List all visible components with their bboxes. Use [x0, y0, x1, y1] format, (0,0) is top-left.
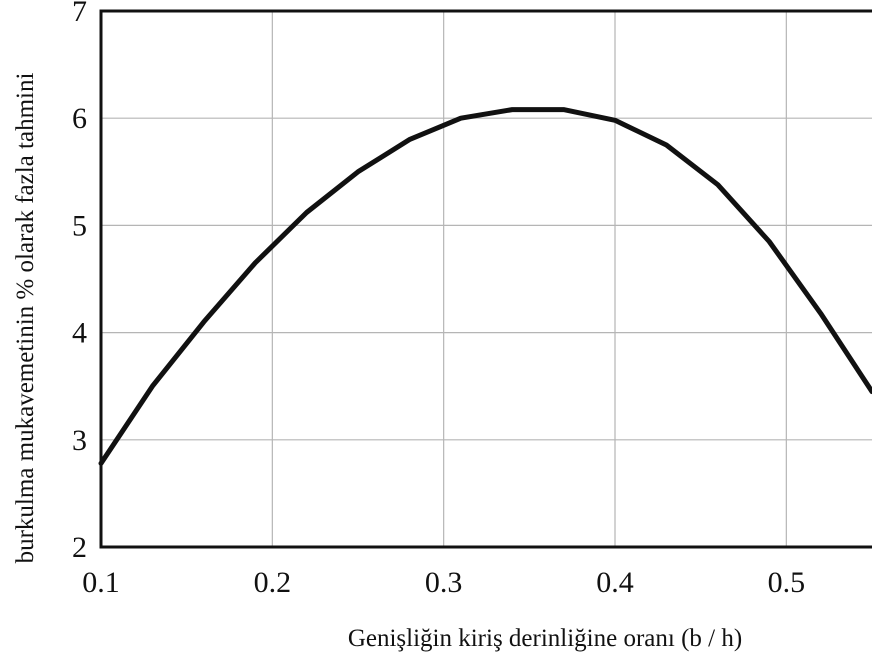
grid-lines — [101, 11, 872, 547]
y-tick-label: 2 — [72, 531, 87, 564]
plot-frame — [99, 9, 872, 549]
x-tick-labels: 0.1 0.2 0.3 0.4 0.5 — [82, 566, 805, 599]
data-series-line — [98, 107, 872, 466]
x-tick-label: 0.2 — [254, 566, 292, 599]
x-axis-label: Genişliğin kiriş derinliğine oranı (b / … — [348, 625, 742, 652]
y-tick-label: 7 — [72, 0, 87, 28]
y-tick-label: 4 — [72, 317, 87, 350]
y-tick-label: 3 — [72, 424, 87, 457]
y-tick-label: 6 — [72, 102, 87, 135]
x-tick-label: 0.1 — [82, 566, 120, 599]
x-tick-label: 0.3 — [425, 566, 463, 599]
y-axis-label: burkulma mukavemetinin % olarak fazla ta… — [12, 73, 39, 564]
x-tick-label: 0.4 — [596, 566, 634, 599]
y-tick-labels: 2 3 4 5 6 7 — [72, 0, 87, 564]
x-tick-label: 0.5 — [768, 566, 806, 599]
y-tick-label: 5 — [72, 209, 87, 242]
